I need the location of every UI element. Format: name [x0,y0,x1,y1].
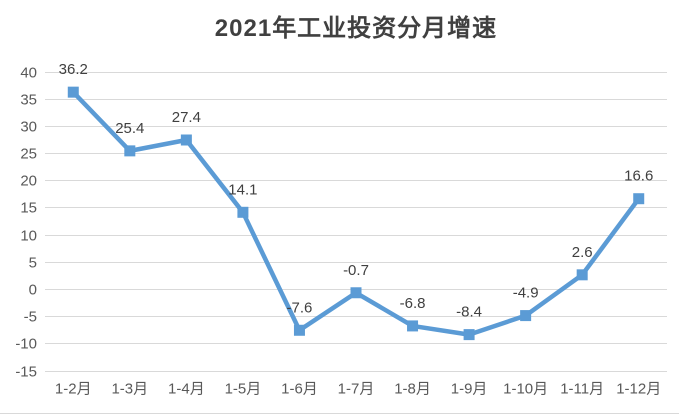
data-point-marker [180,134,192,146]
y-tick-label: 20 [20,173,37,190]
x-tick-label: 1-7月 [338,381,375,398]
data-point-label: 16.6 [624,168,653,185]
data-point-marker [237,206,249,218]
bottom-rule [0,413,679,414]
data-point-marker [520,310,532,322]
y-tick-label: 40 [20,65,37,82]
y-tick-label: 15 [20,200,37,217]
y-tick-label: 30 [20,119,37,136]
x-tick-label: 1-10月 [503,381,548,398]
x-tick-label: 1-3月 [111,381,148,398]
data-point-marker [350,287,362,299]
y-tick-label: -5 [24,309,37,326]
y-tick-label: -15 [15,364,37,381]
y-tick-label: 0 [29,282,37,299]
x-tick-label: 1-2月 [55,381,92,398]
data-point-label: -7.6 [287,299,313,316]
data-point-label: 14.1 [228,181,257,198]
data-point-marker [633,193,645,205]
data-point-marker [293,324,305,336]
data-point-marker [463,329,475,341]
x-tick-label: 1-9月 [451,381,488,398]
data-point-marker [576,269,588,281]
x-tick-label: 1-11月 [560,381,604,398]
data-point-marker [67,86,79,98]
data-point-label: 36.2 [59,61,88,78]
y-tick-label: 25 [20,146,37,163]
data-point-label: 27.4 [172,109,201,126]
y-tick-label: 10 [20,228,37,245]
data-point-label: -4.9 [513,285,539,302]
data-point-label: 25.4 [115,120,144,137]
x-tick-label: 1-12月 [616,381,661,398]
x-tick-label: 1-4月 [168,381,205,398]
data-point-marker [407,320,419,332]
data-point-marker [124,145,136,157]
data-point-label: 2.6 [572,244,593,261]
y-tick-label: 35 [20,92,37,109]
data-point-label: -0.7 [343,262,369,279]
data-point-label: -8.4 [456,304,482,321]
x-tick-label: 1-8月 [394,381,431,398]
y-tick-label: 5 [29,255,37,272]
chart-title: 2021年工业投资分月增速 [214,15,498,42]
data-point-label: -6.8 [400,295,426,312]
x-tick-label: 1-5月 [225,381,262,398]
y-tick-label: -10 [15,336,37,353]
x-tick-label: 1-6月 [281,381,318,398]
